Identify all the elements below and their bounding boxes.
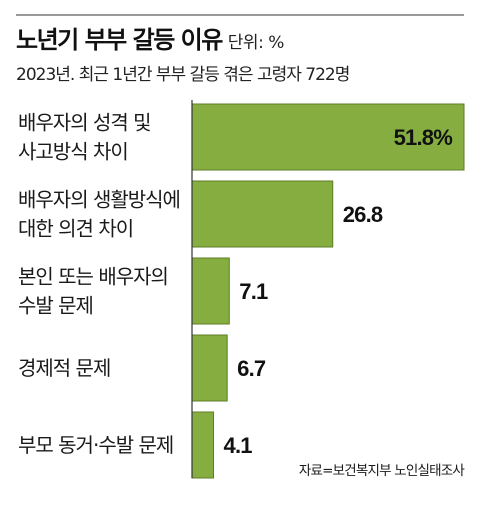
value-label-2: 26.8 <box>343 202 383 227</box>
unit-label: 단위: % <box>227 33 285 53</box>
bar-1 <box>191 103 465 171</box>
category-label-3-line-1: 본인 또는 배우자의 <box>18 265 168 289</box>
chart-header: 노년기 부부 갈등 이유 단위: % 2023년. 최근 1년간 부부 갈등 겪은… <box>16 22 464 87</box>
category-label-5: 부모 동거·수발 문제 <box>18 433 173 457</box>
value-label-5: 4.1 <box>224 433 253 458</box>
bar-4 <box>191 334 228 402</box>
source-note: 자료=보건복지부 노인실태조사 <box>298 463 465 479</box>
category-label-1-line-1: 배우자의 성격 및 <box>18 111 151 135</box>
chart-title: 노년기 부부 갈등 이유 <box>16 26 223 54</box>
bar-5 <box>191 411 215 479</box>
value-label-3: 7.1 <box>239 279 268 304</box>
category-label-2-line-2: 대한 의견 차이 <box>18 217 133 241</box>
value-label-4: 6.7 <box>237 356 266 381</box>
bar-3 <box>191 257 230 325</box>
title-line: 노년기 부부 갈등 이유 단위: % <box>16 22 464 61</box>
bar-2 <box>191 180 334 248</box>
value-label-1: 51.8% <box>394 125 453 150</box>
top-rule <box>16 14 464 16</box>
category-label-1-line-2: 사고방식 차이 <box>18 140 128 164</box>
category-label-2-line-1: 배우자의 생활방식에 <box>18 188 180 212</box>
category-label-3-line-2: 수발 문제 <box>18 294 93 318</box>
category-label-4: 경제적 문제 <box>18 356 110 380</box>
chart-subtitle: 2023년. 최근 1년간 부부 갈등 겪은 고령자 722명 <box>16 65 350 85</box>
